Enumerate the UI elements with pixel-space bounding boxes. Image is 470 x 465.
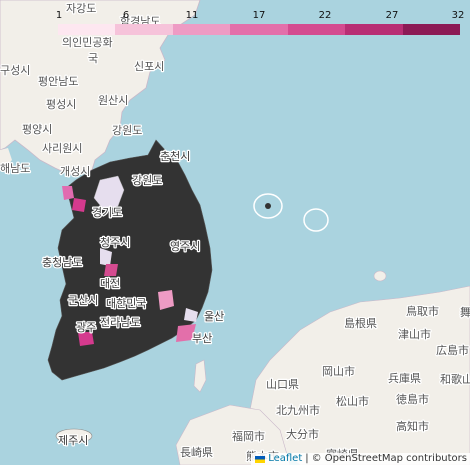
china-label-10: 사리원시 (42, 142, 82, 155)
legend-swatch (172, 24, 231, 35)
china-label-4: 구성시 (0, 64, 30, 77)
legend-swatch (287, 24, 346, 35)
oki-island (373, 270, 387, 282)
region-pink-2 (72, 198, 86, 212)
japan-label-7: 和歌山 (440, 372, 470, 386)
korea-label-3: 경기도 (92, 206, 122, 219)
korea-label-7: 대한민국 (106, 297, 146, 310)
japan-honshu (249, 285, 470, 465)
china-label-1: 자강도 (66, 2, 96, 15)
color-legend: 1 6 11 17 22 27 32 (55, 10, 465, 38)
japan-kyushu (175, 404, 291, 465)
legend-tick-label: 11 (185, 10, 199, 21)
china-label-5: 평안남도 (38, 75, 78, 88)
china-label-3: 국 (88, 52, 98, 65)
region-pink-3 (104, 264, 118, 276)
region-light-3 (184, 308, 198, 322)
japan-label-8: 山口県 (266, 378, 299, 391)
legend-swatch (58, 24, 116, 35)
region-light (93, 175, 125, 211)
japan-label-5: 岡山市 (322, 364, 355, 378)
korea-label-14: 제주시 (58, 434, 88, 447)
korea-label-4: 청주시 (100, 236, 130, 249)
legend-tick-label: 6 (122, 10, 130, 21)
china-label-8: 평양시 (22, 123, 52, 136)
west-landmass (0, 148, 12, 170)
korea-label-8: 광주 (76, 321, 96, 334)
korea-label-11: 영주시 (170, 240, 200, 253)
ukraine-flag-icon (255, 455, 266, 463)
attribution: Leaflet | © OpenStreetMap contributors (251, 453, 470, 465)
legend-color-bar (58, 24, 460, 35)
china-label-11: 해남도 (0, 161, 30, 175)
korea-label-12: 군산시 (68, 294, 98, 307)
region-light-2 (100, 248, 112, 266)
japan-label-10: 松山市 (336, 394, 369, 408)
japan-label-4: 広島市 (436, 343, 469, 357)
korea-label-5: 충청남도 (42, 256, 82, 269)
legend-swatch (402, 24, 460, 35)
leaflet-link[interactable]: Leaflet (268, 453, 303, 464)
china-label-13: 신포시 (134, 60, 164, 73)
china-label-12: 개성시 (60, 165, 90, 178)
japan-label-15: 長崎県 (180, 445, 213, 459)
legend-tick-label: 27 (385, 10, 399, 21)
japan-label-18: 舞 (460, 306, 470, 319)
region-pink-1 (62, 186, 74, 200)
china-label-9: 강원도 (112, 124, 142, 137)
attribution-separator: | (305, 453, 309, 464)
jeju-island (55, 428, 93, 444)
japan-label-9: 北九州市 (276, 403, 320, 417)
ulleung-island (265, 203, 271, 209)
legend-swatch (230, 24, 288, 35)
legend-tick-label: 17 (252, 10, 266, 21)
japan-label-12: 福岡市 (232, 429, 265, 443)
korea-label-2: 강원도 (132, 174, 162, 187)
china-label-2: 의인민공화 (62, 36, 113, 49)
osm-attribution[interactable]: © OpenStreetMap contributors (311, 453, 467, 464)
region-pink-6 (78, 332, 94, 346)
japan-label-3: 津山市 (398, 327, 431, 341)
china-label-7: 원산시 (98, 94, 128, 107)
china-label-6: 평성시 (46, 98, 76, 111)
legend-swatch (115, 24, 173, 35)
legend-tick-label: 22 (318, 10, 332, 21)
legend-tick-label: 32 (451, 10, 465, 21)
island-outline-1 (253, 193, 283, 219)
korea-label-6: 대전 (100, 277, 120, 290)
japan-label-1: 鳥取市 (406, 304, 439, 318)
korea-label-9: 울산 (204, 310, 224, 323)
tsushima-island (193, 359, 207, 393)
japan-label-2: 島根県 (344, 316, 377, 330)
japan-label-6: 兵庫県 (388, 371, 421, 385)
region-pink-5 (176, 324, 196, 342)
legend-tick-label: 1 (55, 10, 63, 21)
korea-label-1: 춘천시 (160, 149, 190, 163)
region-pink-4 (158, 290, 174, 310)
japan-label-14: 高知市 (396, 419, 429, 433)
korea-label-13: 전라남도 (100, 316, 140, 329)
korea-label-10: 부산 (192, 332, 212, 345)
japan-label-11: 徳島市 (396, 392, 429, 406)
south-korea-regions (47, 139, 213, 381)
legend-swatch (345, 24, 403, 35)
island-outline-2 (303, 208, 329, 232)
japan-label-13: 大分市 (286, 427, 319, 441)
